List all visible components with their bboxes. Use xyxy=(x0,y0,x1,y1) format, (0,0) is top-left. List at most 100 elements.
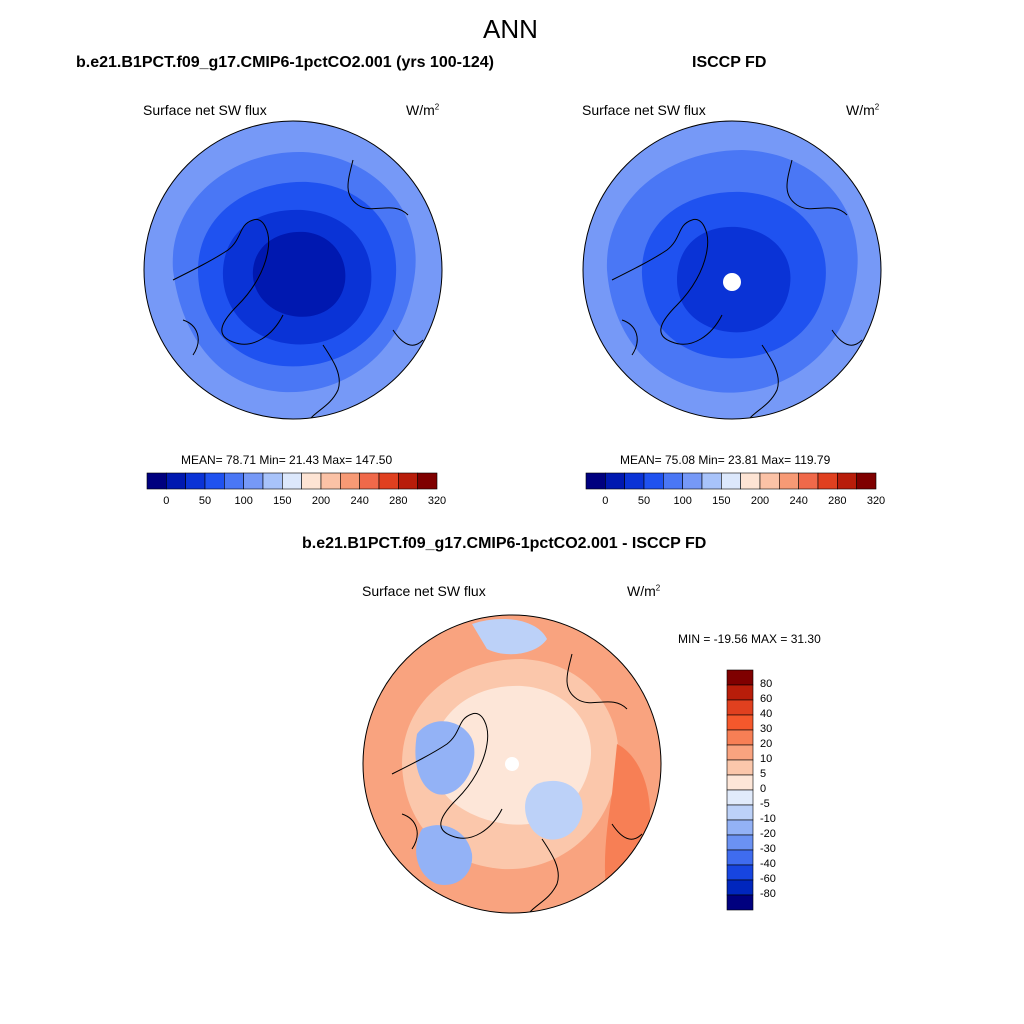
diff-units-label: W/m2 xyxy=(627,583,661,599)
diff-colorbar-tick-label: 10 xyxy=(760,753,773,765)
diff-colorbar-tick-label: -20 xyxy=(760,828,776,840)
diff-colorbar-tick-label: -30 xyxy=(760,843,776,855)
model-colorbar-cell xyxy=(166,472,186,490)
obs-colorbar-cell xyxy=(682,472,703,490)
diff-colorbar-tick-label: 0 xyxy=(760,783,767,795)
model-colorbar-ticks: 0 50 100 150 200 240 280 320 xyxy=(147,495,446,509)
diff-colorbar-tick-label: 80 xyxy=(760,678,773,690)
model-colorbar-cell xyxy=(417,472,438,490)
diff-colorbar-cell xyxy=(726,684,754,701)
diff-variable-label: Surface net SW flux xyxy=(362,583,486,599)
diff-colorbar-cell xyxy=(726,699,754,716)
obs-colorbar-cell xyxy=(663,472,683,490)
obs-variable-label: Surface net SW flux xyxy=(582,102,706,118)
diff-blue-patch-east xyxy=(525,780,583,840)
model-colorbar-cell xyxy=(262,472,283,490)
diff-colorbar-cell xyxy=(726,864,754,881)
obs-colorbar-cell xyxy=(721,472,741,490)
obs-colorbar-tick-label: 320 xyxy=(866,495,886,507)
model-colorbar-cell xyxy=(378,472,399,490)
obs-stats: MEAN= 75.08 Min= 23.81 Max= 119.79 xyxy=(620,453,831,467)
diff-colorbar-cell xyxy=(726,804,754,821)
model-colorbar-cell xyxy=(359,472,380,490)
obs-colorbar-tick-label: 0 xyxy=(602,495,609,507)
diff-colorbar-cell xyxy=(726,789,754,806)
diff-colorbar-tick-label: 30 xyxy=(760,723,773,735)
diff-colorbar-ticks: 80 60 40 30 20 10 5 0 -5 -10 -20 -30 -40 -60 -80 xyxy=(760,670,800,910)
obs-coastlines xyxy=(611,159,863,419)
model-colorbar-cell xyxy=(282,472,302,490)
obs-missing-pole xyxy=(723,273,741,291)
model-colorbar-cell xyxy=(243,472,264,490)
diff-stats: MIN = -19.56 MAX = 31.30 xyxy=(678,632,821,646)
diff-polar-map xyxy=(362,614,662,914)
obs-colorbar-tick-label: 200 xyxy=(750,495,770,507)
model-stats: MEAN= 78.71 Min= 21.43 Max= 147.50 xyxy=(181,453,393,467)
diff-blue-patch-north xyxy=(472,619,547,655)
obs-colorbar-tick-label: 100 xyxy=(673,495,692,507)
model-colorbar-cell xyxy=(398,472,418,490)
obs-colorbar-tick-label: 50 xyxy=(637,495,651,507)
diff-colorbar xyxy=(726,669,754,911)
model-colorbar-cell xyxy=(224,472,244,490)
model-colorbar-cell xyxy=(146,472,167,490)
diff-colorbar-tick-label: 60 xyxy=(760,693,773,705)
model-colorbar-tick-label: 100 xyxy=(234,495,253,507)
model-colorbar-tick-label: 240 xyxy=(350,495,369,507)
obs-units-label: W/m2 xyxy=(846,102,880,118)
diff-colorbar-cell xyxy=(726,729,754,746)
obs-colorbar-cell xyxy=(605,472,625,490)
diff-coastlines xyxy=(391,653,643,913)
obs-colorbar xyxy=(585,472,877,490)
model-polar-map xyxy=(143,120,443,420)
obs-colorbar-tick-label: 150 xyxy=(712,495,731,507)
obs-colorbar-cell xyxy=(585,472,606,490)
diff-colorbar-cell xyxy=(726,894,754,911)
model-colorbar-tick-label: 320 xyxy=(427,495,447,507)
obs-colorbar-tick-label: 280 xyxy=(828,495,847,507)
diff-colorbar-cell xyxy=(726,669,754,686)
model-panel-title: b.e21.B1PCT.f09_g17.CMIP6-1pctCO2.001 (y… xyxy=(76,54,494,71)
obs-panel-title: ISCCP FD xyxy=(692,54,767,71)
model-colorbar-tick-label: 200 xyxy=(311,495,331,507)
model-colorbar-tick-label: 280 xyxy=(389,495,408,507)
diff-colorbar-cell xyxy=(726,759,754,776)
model-colorbar-cell xyxy=(301,472,322,490)
obs-colorbar-cell xyxy=(701,472,722,490)
diff-missing-pole xyxy=(505,757,519,771)
diff-colorbar-cell xyxy=(726,834,754,851)
model-colorbar-tick-label: 50 xyxy=(198,495,212,507)
model-colorbar-tick-label: 0 xyxy=(163,495,170,507)
diff-colorbar-cell xyxy=(726,849,754,866)
model-variable-label: Surface net SW flux xyxy=(143,102,267,118)
diff-colorbar-cell xyxy=(726,879,754,896)
diff-colorbar-tick-label: -10 xyxy=(760,813,776,825)
obs-colorbar-ticks: 0 50 100 150 200 240 280 320 xyxy=(586,495,885,509)
model-colorbar-cell xyxy=(185,472,206,490)
obs-polar-map xyxy=(582,120,882,420)
diff-colorbar-tick-label: -40 xyxy=(760,858,776,870)
obs-colorbar-tick-label: 240 xyxy=(789,495,808,507)
model-colorbar-cell xyxy=(340,472,360,490)
obs-colorbar-cell xyxy=(856,472,877,490)
obs-colorbar-cell xyxy=(798,472,819,490)
diff-colorbar-cell xyxy=(726,714,754,731)
diff-colorbar-cell xyxy=(726,774,754,791)
diff-colorbar-tick-label: 40 xyxy=(760,708,773,720)
obs-colorbar-cell xyxy=(817,472,838,490)
diff-colorbar-tick-label: 20 xyxy=(760,738,773,750)
model-units-label: W/m2 xyxy=(406,102,440,118)
model-colorbar-cell xyxy=(320,472,341,490)
figure-title: ANN xyxy=(483,14,538,44)
obs-colorbar-cell xyxy=(740,472,761,490)
obs-colorbar-cell xyxy=(837,472,857,490)
diff-colorbar-cell xyxy=(726,819,754,836)
model-coastlines xyxy=(172,159,424,419)
diff-blue-patch-south xyxy=(416,825,473,885)
diff-colorbar-tick-label: -80 xyxy=(760,888,776,900)
obs-colorbar-cell xyxy=(643,472,664,490)
model-colorbar-tick-label: 150 xyxy=(273,495,292,507)
diff-colorbar-tick-label: -60 xyxy=(760,873,776,885)
obs-colorbar-cell xyxy=(624,472,645,490)
diff-colorbar-tick-label: -5 xyxy=(760,798,770,810)
